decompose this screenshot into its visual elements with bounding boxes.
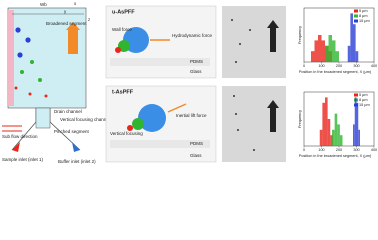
- histogram-bar: [356, 102, 359, 146]
- histogram-bar: [319, 129, 323, 146]
- histogram-bar: [330, 135, 333, 146]
- histogram-bar: [358, 129, 360, 146]
- legend-swatch: [354, 14, 358, 18]
- x-tick-label: 0: [303, 148, 305, 152]
- label: Vertical focusing: [110, 131, 143, 136]
- x-axis-label: Position in the broadened segment, X (μm…: [299, 70, 372, 74]
- legend-label: 5 μm: [359, 9, 368, 13]
- histogram-bar: [337, 124, 340, 146]
- histogram-bar: [353, 24, 356, 62]
- histogram-bar: [332, 129, 335, 146]
- schematic-u: u-AsPFF Hydrodynamic force Wall force PD…: [105, 5, 217, 79]
- legend-label: 5 μm: [359, 93, 368, 97]
- histogram-bar: [318, 35, 322, 62]
- x-axis-label: Position in the broadened segment, X (μm…: [299, 154, 372, 158]
- wall-layer: [8, 10, 14, 106]
- x-tick-label: 200: [336, 64, 342, 68]
- sample-arrow: [12, 142, 20, 152]
- legend-swatch: [354, 9, 358, 13]
- x-tick-label: 300: [353, 64, 359, 68]
- flow-arrow: [68, 30, 78, 54]
- histogram-bar: [321, 40, 325, 62]
- panel-title: u-AsPFF: [112, 9, 135, 15]
- label: Buffer inlet (inlet 2): [58, 159, 96, 164]
- y-axis-label: Frequency: [298, 110, 302, 128]
- label: Glass: [190, 69, 202, 74]
- histogram-bar: [339, 135, 343, 146]
- particles: [14, 27, 48, 98]
- histogram-bar: [314, 40, 318, 62]
- label: Glass: [190, 153, 202, 158]
- panel-title: t-AsPFF: [112, 89, 134, 95]
- schematic-t: t-AsPFF Inertial lift force Vertical foc…: [105, 85, 217, 163]
- histogram-bar: [353, 124, 355, 146]
- label: Sub flow direction: [2, 134, 38, 139]
- label: PDMS: [190, 59, 203, 64]
- histogram-bar: [311, 51, 315, 62]
- histogram-bar: [325, 97, 328, 146]
- histogram-bar: [335, 51, 339, 62]
- label: Wb: [40, 2, 47, 7]
- legend-swatch: [354, 19, 358, 23]
- label: Wall force: [112, 27, 132, 32]
- histogram-bar: [325, 45, 329, 62]
- histogram-bar: [355, 51, 359, 62]
- pinched-segment: [35, 107, 51, 129]
- buffer-arrow: [72, 142, 80, 152]
- x-tick-label: 200: [336, 148, 342, 152]
- x-tick-label: 400: [371, 148, 377, 152]
- legend-label: 8 μm: [359, 98, 368, 102]
- label: Inertial lift force: [176, 113, 207, 118]
- legend-label: 15 μm: [359, 19, 370, 23]
- histogram-bar: [322, 102, 325, 146]
- x-tick-label: 100: [318, 148, 324, 152]
- label: PDMS: [190, 141, 203, 146]
- micrograph: [222, 86, 286, 162]
- device-diagram: Wb x y z Broadened segment Drain channel…: [2, 1, 110, 164]
- histogram-bar: [347, 45, 351, 62]
- histogram-bar: [334, 113, 338, 146]
- histogram-bar: [350, 13, 353, 62]
- legend-label: 15 μm: [359, 103, 370, 107]
- label: Drain channel: [54, 109, 82, 114]
- histogram-bar: [327, 119, 331, 146]
- figure: Wb x y z Broadened segment Drain channel…: [2, 1, 377, 164]
- y-axis-label: Frequency: [298, 26, 302, 44]
- label: Sample inlet (inlet 1): [2, 157, 44, 162]
- label: x: [74, 1, 77, 6]
- label: Vertical focusing channel: [60, 117, 110, 122]
- histogram-bar: [328, 35, 332, 62]
- legend-swatch: [354, 103, 358, 107]
- label: Pinched segment: [54, 129, 90, 134]
- label: z: [88, 17, 91, 22]
- label: y: [64, 9, 67, 14]
- label: Hydrodynamic force: [172, 33, 213, 38]
- micrograph: [222, 6, 286, 78]
- x-tick-label: 300: [353, 148, 359, 152]
- histogram-bar: [354, 97, 357, 146]
- x-tick-label: 0: [303, 64, 305, 68]
- legend-label: 8 μm: [359, 14, 368, 18]
- flow-arrow-head: [66, 22, 80, 30]
- x-tick-label: 100: [318, 64, 324, 68]
- histogram-bar: [332, 40, 336, 62]
- legend-swatch: [354, 93, 358, 97]
- label: Broadened segment: [46, 21, 87, 26]
- x-tick-label: 400: [371, 64, 377, 68]
